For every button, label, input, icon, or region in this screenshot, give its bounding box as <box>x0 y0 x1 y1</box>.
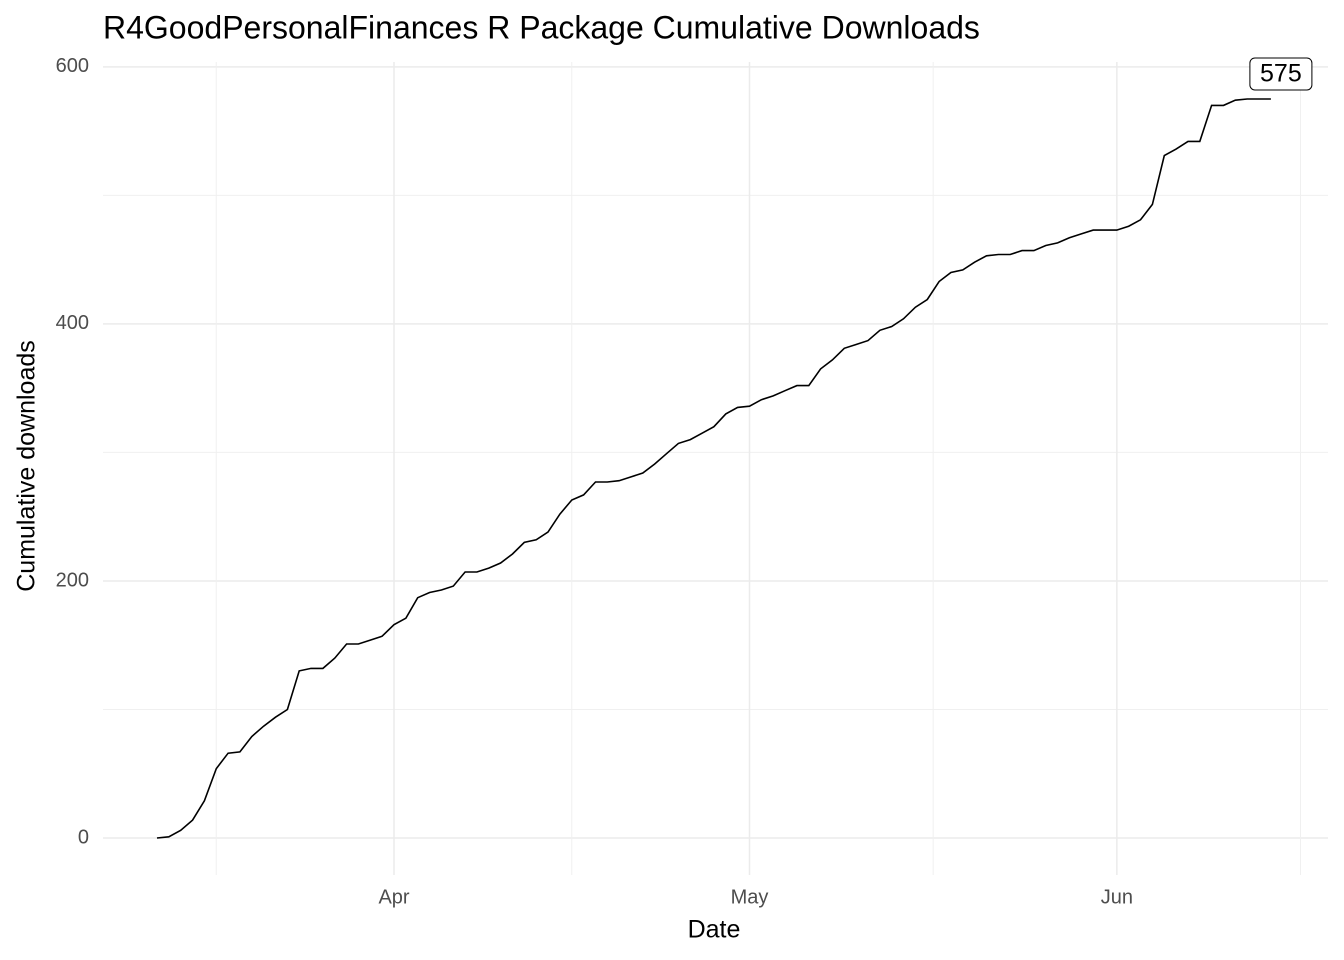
y-tick-label: 400 <box>56 312 89 334</box>
x-tick-label: Jun <box>1101 886 1133 908</box>
y-tick-label: 0 <box>78 826 89 848</box>
end-label: 575 <box>1260 60 1302 88</box>
grid <box>103 62 1328 875</box>
x-tick-label: May <box>731 886 769 908</box>
end-label-box <box>1249 57 1313 91</box>
y-tick-label: 600 <box>56 55 89 77</box>
y-axis-title: Cumulative downloads <box>13 340 41 592</box>
x-axis-title: Date <box>688 916 741 944</box>
x-tick-label: Apr <box>378 886 409 908</box>
y-tick-label: 200 <box>56 569 89 591</box>
chart-title: R4GoodPersonalFinances R Package Cumulat… <box>103 9 980 45</box>
line <box>156 98 1271 839</box>
